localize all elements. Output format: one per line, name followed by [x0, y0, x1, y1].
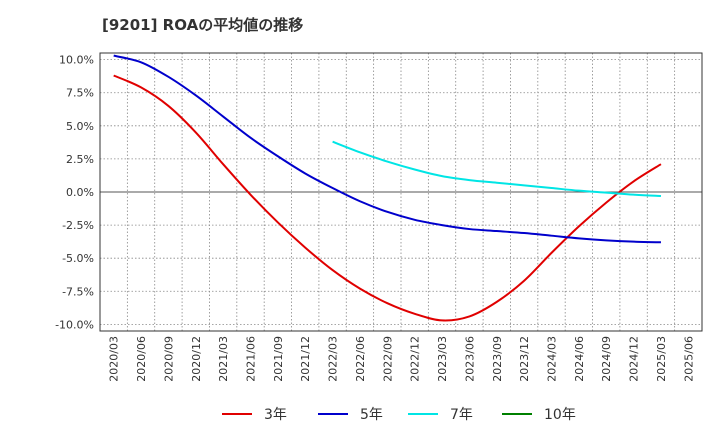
grid [100, 53, 702, 331]
x-tick-label: 2021/03 [217, 336, 230, 382]
plot-frame [99, 52, 703, 332]
series-line-7年 [332, 140, 662, 197]
x-tick-label: 2022/06 [354, 336, 367, 382]
series-lines [113, 54, 662, 322]
x-tick-label: 2025/06 [682, 336, 695, 382]
x-tick-label: 2020/06 [135, 336, 148, 382]
y-tick-label: 5.0% [66, 120, 94, 133]
x-tick-label: 2024/12 [628, 336, 641, 382]
x-tick-label: 2022/09 [381, 336, 394, 382]
chart-title: [9201] ROAの平均値の推移 [102, 16, 304, 34]
x-tick-label: 2024/03 [546, 336, 559, 382]
legend-label: 3年 [264, 407, 287, 423]
x-tick-label: 2023/12 [518, 336, 531, 382]
y-tick-label: -2.5% [62, 219, 94, 232]
legend-label: 10年 [544, 407, 576, 423]
y-tick-label: 7.5% [66, 87, 94, 100]
x-tick-label: 2021/09 [272, 336, 285, 382]
x-tick-label: 2025/03 [655, 336, 668, 382]
x-tick-label: 2022/03 [327, 336, 340, 382]
x-tick-label: 2023/03 [436, 336, 449, 382]
y-tick-label: 0.0% [66, 186, 94, 199]
x-tick-label: 2022/12 [409, 336, 422, 382]
x-tick-label: 2020/03 [108, 336, 121, 382]
legend-label: 5年 [360, 407, 383, 423]
y-tick-label: -10.0% [55, 318, 94, 331]
x-tick-label: 2020/12 [190, 336, 203, 382]
y-tick-label: -7.5% [62, 285, 94, 298]
x-tick-label: 2023/09 [491, 336, 504, 382]
y-tick-label: -5.0% [62, 252, 94, 265]
x-tick-label: 2023/06 [463, 336, 476, 382]
y-tick-label: 2.5% [66, 153, 94, 166]
series-line-5年 [113, 54, 661, 244]
legend: 3年 5年 7年 10年 [222, 407, 576, 423]
y-tick-label: 10.0% [59, 54, 94, 67]
x-axis-ticks: 2020/03 2020/06 2020/09 2020/12 2021/03 2021/… [108, 336, 696, 382]
y-axis-ticks: 10.0% 7.5% 5.0% 2.5% 0.0% -2.5% -5.0% -7.5% -10.… [55, 54, 94, 332]
x-tick-label: 2021/06 [245, 336, 258, 382]
x-tick-label: 2024/09 [600, 336, 613, 382]
x-tick-label: 2021/12 [299, 336, 312, 382]
series-line-3年 [113, 74, 662, 322]
x-tick-label: 2024/06 [573, 336, 586, 382]
x-tick-label: 2020/09 [162, 336, 175, 382]
legend-label: 7年 [450, 407, 473, 423]
